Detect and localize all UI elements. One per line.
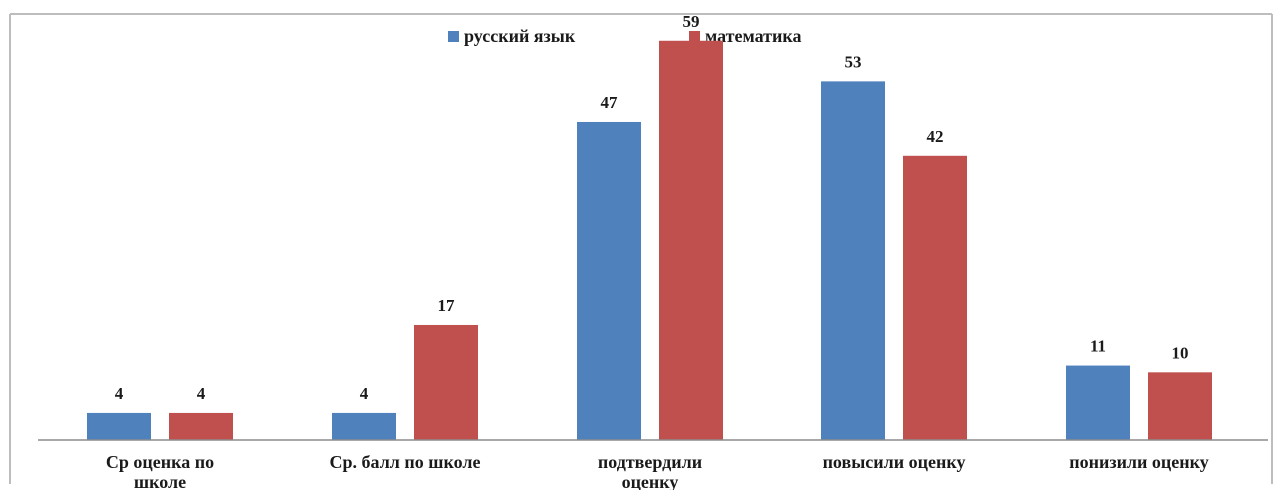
legend-swatch-1 <box>689 31 700 42</box>
bar-series1-cat0 <box>169 412 233 440</box>
bar-series0-cat3 <box>821 81 885 440</box>
bar-series1-cat3 <box>903 155 967 441</box>
category-label-0-line0: Ср оценка по <box>106 452 214 472</box>
bar-series1-cat4 <box>1148 372 1212 440</box>
data-label-series0-cat1: 4 <box>360 384 369 403</box>
bar-series1-cat1 <box>414 324 478 440</box>
legend-label-1: математика <box>705 26 802 46</box>
category-label-0-line1: школе <box>134 472 186 490</box>
data-label-series0-cat0: 4 <box>115 384 124 403</box>
category-label-1: Ср. балл по школе <box>330 452 481 472</box>
data-label-series1-cat3: 42 <box>927 127 944 146</box>
category-label-2-line1: оценку <box>622 472 679 490</box>
data-label-series1-cat0: 4 <box>197 384 206 403</box>
data-label-series0-cat3: 53 <box>845 52 862 71</box>
category-label-2-line0: подтвердили <box>598 452 702 472</box>
legend-label-0: русский язык <box>464 26 576 46</box>
bar-series0-cat4 <box>1066 365 1130 440</box>
data-label-series1-cat2: 59 <box>683 12 700 31</box>
bars <box>87 40 1212 441</box>
bar-series1-cat2 <box>659 40 723 441</box>
data-label-series1-cat4: 10 <box>1172 343 1189 362</box>
legend-swatch-0 <box>448 31 459 42</box>
category-label-4: понизили оценку <box>1069 452 1209 472</box>
data-label-series0-cat2: 47 <box>601 93 619 112</box>
legend: русский язык математика <box>448 26 802 46</box>
bar-series0-cat2 <box>577 121 641 440</box>
data-label-series0-cat4: 11 <box>1090 337 1106 356</box>
data-label-series1-cat1: 17 <box>438 296 456 315</box>
bar-series0-cat1 <box>332 412 396 440</box>
value-labels: 4 4 4 17 47 59 53 42 11 10 <box>115 12 1189 403</box>
category-label-3: повысили оценку <box>823 452 966 472</box>
bar-series0-cat0 <box>87 412 151 440</box>
